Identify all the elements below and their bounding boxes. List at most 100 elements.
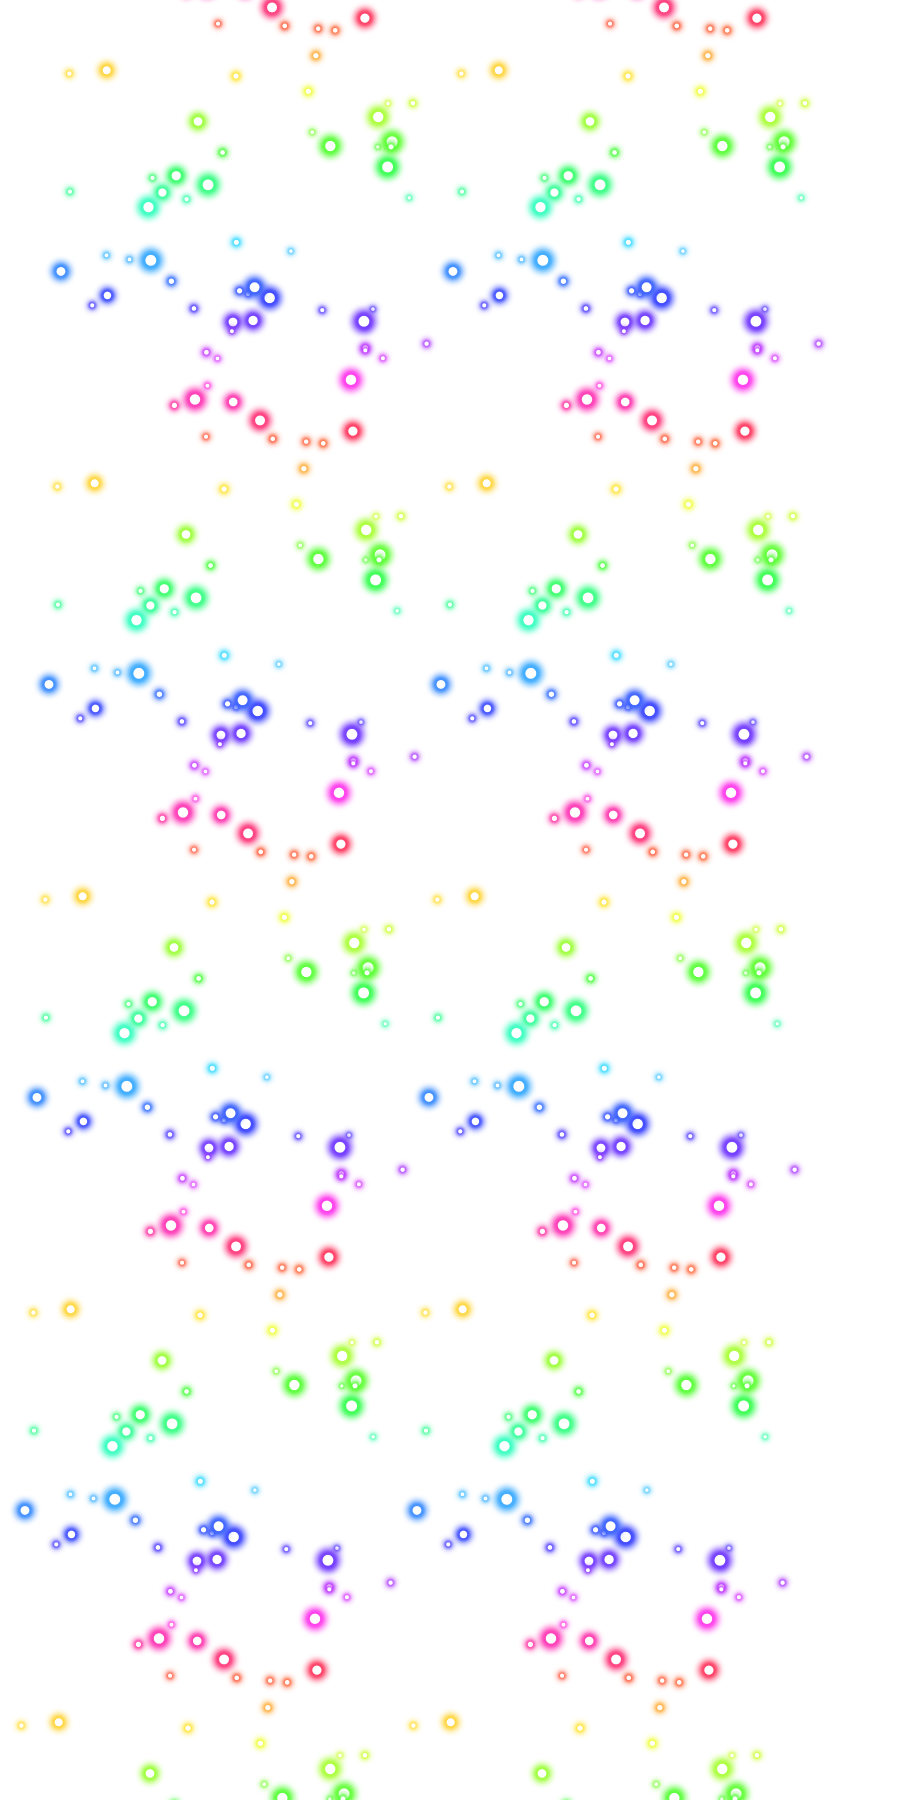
dot-core bbox=[240, 1118, 251, 1130]
dot-core bbox=[277, 662, 281, 666]
dot-core bbox=[370, 574, 382, 586]
dot-core bbox=[583, 306, 589, 311]
dot-core bbox=[584, 847, 589, 852]
dot-core bbox=[44, 679, 54, 689]
dot-core bbox=[681, 249, 685, 253]
dot-core bbox=[685, 501, 692, 507]
dot-core bbox=[704, 1665, 714, 1675]
dot-core bbox=[157, 1356, 167, 1365]
dot-core bbox=[459, 189, 465, 194]
dot-core bbox=[719, 1587, 724, 1592]
dot-core bbox=[109, 1493, 121, 1505]
dot-core bbox=[386, 927, 392, 932]
dot-core bbox=[659, 1678, 665, 1683]
dot-core bbox=[539, 997, 549, 1007]
dot-core bbox=[628, 288, 635, 294]
dot-core bbox=[346, 1400, 358, 1412]
dot-core bbox=[192, 1636, 202, 1646]
dot-core bbox=[714, 1554, 726, 1566]
dot-core bbox=[91, 704, 100, 713]
dot-core bbox=[55, 484, 60, 489]
dot-core bbox=[412, 1505, 422, 1515]
dot-core bbox=[192, 762, 197, 768]
dot-core bbox=[281, 914, 288, 920]
dot-core bbox=[775, 1022, 779, 1026]
dot-core bbox=[203, 769, 208, 774]
dot-core bbox=[407, 196, 411, 200]
dot-core bbox=[219, 1654, 230, 1665]
dot-core bbox=[585, 117, 595, 126]
dot-core bbox=[446, 1718, 455, 1727]
dot-core bbox=[296, 1134, 301, 1139]
dot-core bbox=[345, 374, 357, 386]
dot-core bbox=[305, 88, 312, 94]
dot-core bbox=[212, 1554, 222, 1565]
dot-core bbox=[558, 1418, 570, 1430]
dot-core bbox=[751, 720, 755, 724]
dot-core bbox=[363, 348, 368, 353]
dot-core bbox=[218, 742, 222, 747]
dot-core bbox=[762, 574, 774, 586]
dot-core bbox=[145, 1769, 155, 1778]
dot-core bbox=[604, 1114, 611, 1120]
dot-core bbox=[754, 1753, 760, 1758]
dot-core bbox=[220, 150, 225, 155]
dot-core bbox=[148, 1436, 153, 1441]
dot-core bbox=[802, 101, 808, 106]
dot-core bbox=[632, 1118, 643, 1130]
dot-core bbox=[344, 1595, 349, 1600]
dot-core bbox=[90, 479, 99, 488]
dot-core bbox=[774, 161, 786, 173]
dot-core bbox=[584, 762, 589, 768]
dot-core bbox=[153, 1633, 165, 1644]
dot-core bbox=[608, 810, 618, 820]
dot-core bbox=[640, 315, 650, 326]
dot-core bbox=[584, 1556, 594, 1566]
dot-core bbox=[744, 1383, 750, 1389]
dot-core bbox=[576, 1389, 581, 1394]
dot-core bbox=[216, 730, 226, 740]
dot-core bbox=[713, 1200, 725, 1212]
dot-core bbox=[262, 1782, 267, 1787]
dot-core bbox=[563, 402, 570, 408]
dot-core bbox=[179, 1595, 184, 1600]
dot-core bbox=[412, 754, 417, 759]
dot-core bbox=[358, 315, 370, 327]
dot-core bbox=[712, 308, 717, 313]
dot-core bbox=[435, 1015, 441, 1020]
dot-core bbox=[388, 144, 394, 150]
dot-core bbox=[560, 1673, 565, 1678]
dot-core bbox=[351, 761, 356, 766]
dot-core bbox=[156, 691, 163, 697]
dot-core bbox=[545, 1633, 557, 1644]
dot-core bbox=[524, 1517, 531, 1523]
dot-core bbox=[181, 1209, 186, 1214]
dot-core bbox=[66, 1129, 71, 1134]
dot-core bbox=[688, 1134, 693, 1139]
dot-core bbox=[753, 524, 764, 536]
dot-core bbox=[267, 2, 278, 13]
dot-core bbox=[766, 1340, 772, 1345]
dot-core bbox=[717, 1763, 728, 1775]
dot-core bbox=[236, 288, 243, 294]
dot-core bbox=[270, 436, 276, 442]
dot-core bbox=[750, 315, 762, 327]
dot-core bbox=[705, 52, 711, 59]
dot-core bbox=[204, 434, 209, 439]
dot-core bbox=[564, 610, 569, 615]
dot-core bbox=[255, 415, 266, 426]
dot-core bbox=[527, 1410, 537, 1420]
dot-core bbox=[79, 1117, 88, 1126]
dot-core bbox=[519, 257, 524, 262]
dot-core bbox=[368, 769, 373, 774]
dot-core bbox=[279, 1265, 285, 1270]
dot-core bbox=[249, 282, 260, 293]
dot-core bbox=[447, 484, 452, 489]
dot-core bbox=[144, 1104, 151, 1110]
dot-core bbox=[202, 179, 214, 191]
dot-core bbox=[206, 1155, 210, 1160]
dot-core bbox=[740, 426, 750, 436]
dot-core bbox=[611, 1654, 622, 1665]
dot-core bbox=[681, 878, 687, 885]
